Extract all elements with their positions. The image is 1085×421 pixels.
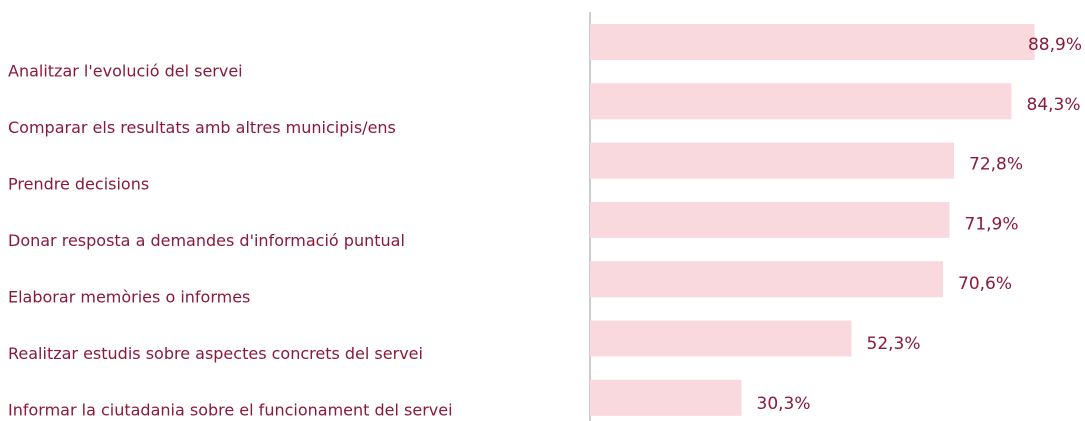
bar [590, 261, 943, 298]
category-label: Comparar els resultats amb altres munici… [8, 118, 396, 137]
value-label: 72,8% [969, 155, 1023, 175]
value-label: 52,3% [867, 334, 921, 354]
category-label: Realitzar estudis sobre aspectes concret… [8, 344, 423, 363]
bar [590, 320, 852, 357]
category-label: Analitzar l'evolució del servei [8, 62, 243, 81]
category-label: Informar la ciutadania sobre el funciona… [8, 401, 453, 420]
category-label: Prendre decisions [8, 175, 149, 194]
bar [590, 201, 950, 238]
value-label: 84,3% [1027, 95, 1081, 115]
category-label: Donar resposta a demandes d'informació p… [8, 231, 405, 250]
value-label: 88,9% [1028, 35, 1082, 55]
bar [590, 379, 742, 416]
category-label: Elaborar memòries o informes [8, 288, 250, 307]
value-label: 70,6% [958, 274, 1012, 294]
bar [590, 142, 954, 179]
value-label: 71,9% [965, 214, 1019, 234]
bar [590, 83, 1012, 120]
value-label: 30,3% [757, 394, 811, 414]
bar [590, 24, 1035, 60]
